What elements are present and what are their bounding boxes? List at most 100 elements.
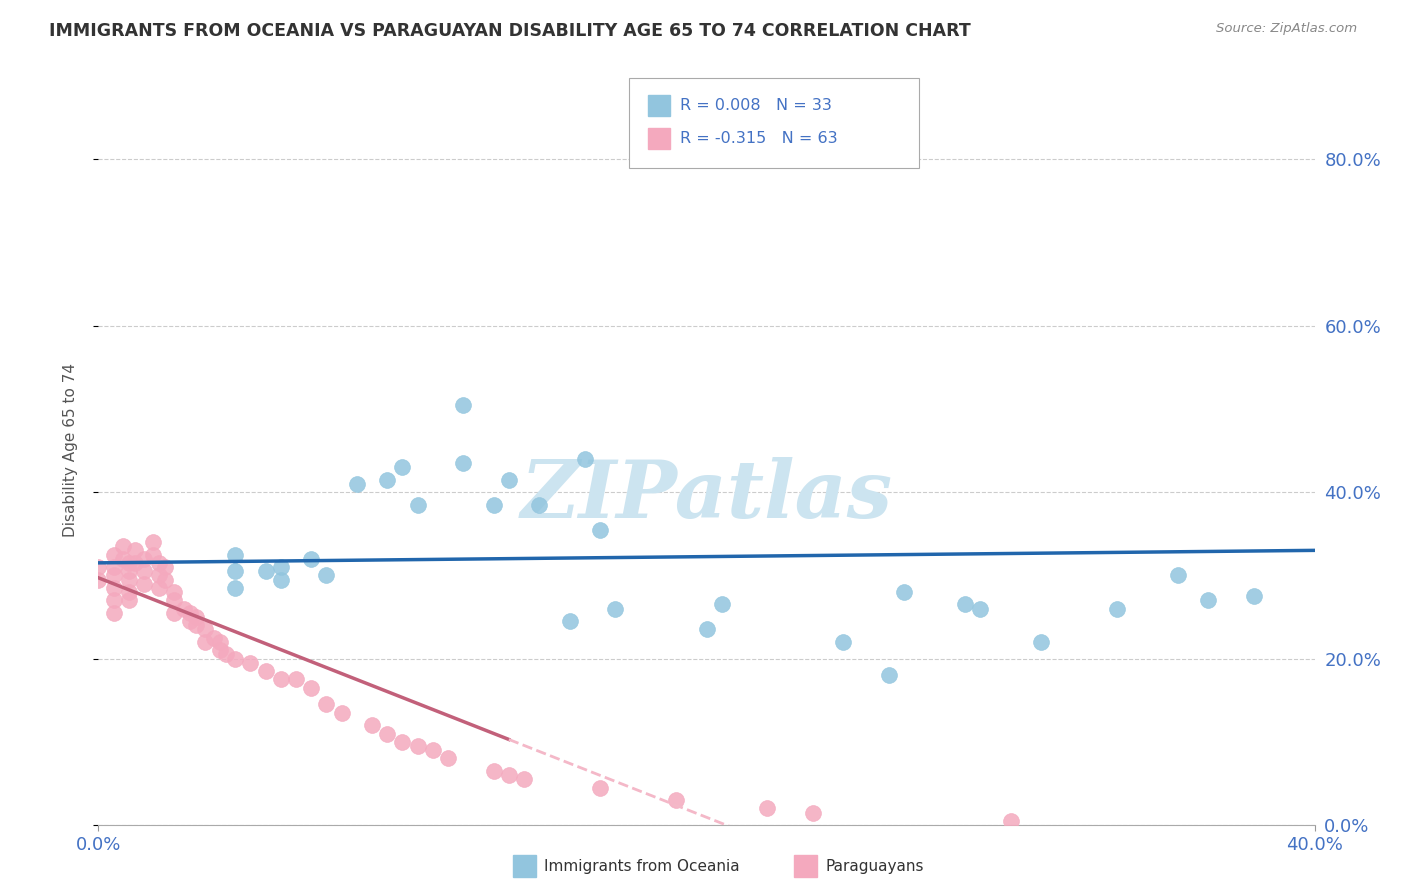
Point (209, 635, 232, 649)
Point (832, 635, 855, 649)
Point (124, 543, 146, 558)
Text: R = -0.315   N = 63: R = -0.315 N = 63 (681, 131, 838, 145)
Point (589, 780, 612, 795)
Point (285, 673, 308, 687)
Point (1105, 601, 1128, 615)
Point (132, 576, 155, 591)
Point (437, 751, 460, 765)
Point (498, 768, 520, 782)
Point (346, 476, 368, 491)
Point (224, 548, 246, 562)
Point (482, 764, 505, 778)
Point (558, 614, 581, 628)
Point (270, 673, 292, 687)
Point (513, 772, 536, 787)
Point (103, 593, 125, 607)
Point (406, 498, 429, 512)
Point (179, 606, 201, 620)
Point (148, 556, 170, 570)
Point (375, 473, 398, 487)
Point (148, 568, 170, 582)
Point (270, 560, 292, 574)
Point (142, 548, 165, 562)
Point (756, 801, 779, 815)
Point (163, 606, 186, 620)
Point (422, 743, 444, 757)
Text: IMMIGRANTS FROM OCEANIA VS PARAGUAYAN DISABILITY AGE 65 TO 74 CORRELATION CHART: IMMIGRANTS FROM OCEANIA VS PARAGUAYAN DI… (49, 22, 972, 40)
Point (87, 573, 110, 587)
Text: Immigrants from Oceania: Immigrants from Oceania (544, 859, 740, 873)
Point (184, 618, 207, 632)
Point (453, 398, 475, 412)
Point (202, 631, 225, 645)
Point (330, 706, 353, 720)
Point (1000, 814, 1022, 828)
Point (194, 635, 217, 649)
Text: R = 0.008   N = 33: R = 0.008 N = 33 (681, 98, 832, 112)
Point (239, 656, 262, 670)
Point (173, 601, 195, 615)
Point (103, 581, 125, 595)
Point (148, 581, 170, 595)
Point (163, 585, 186, 599)
Y-axis label: Disability Age 65 to 74: Disability Age 65 to 74 (63, 363, 77, 538)
Point (801, 805, 824, 820)
Point (1243, 589, 1265, 603)
Point (710, 598, 733, 612)
Point (179, 614, 201, 628)
Point (315, 568, 337, 582)
Point (299, 681, 322, 695)
Point (391, 735, 413, 749)
Point (224, 564, 246, 578)
Point (254, 664, 277, 678)
Point (155, 560, 177, 574)
Point (155, 573, 177, 587)
Point (482, 498, 505, 512)
Point (605, 601, 627, 615)
Point (103, 568, 125, 582)
Point (103, 560, 125, 574)
Point (696, 623, 718, 637)
Point (665, 793, 688, 807)
Point (118, 556, 141, 570)
Point (498, 473, 520, 487)
Point (254, 564, 277, 578)
Point (877, 668, 900, 682)
Point (163, 593, 186, 607)
Point (209, 643, 232, 657)
Point (1167, 568, 1189, 582)
Point (299, 551, 322, 566)
Point (315, 698, 337, 712)
Point (406, 739, 429, 753)
Text: Paraguayans: Paraguayans (825, 859, 924, 873)
Point (124, 556, 146, 570)
Point (361, 718, 384, 732)
Point (270, 573, 292, 587)
Point (224, 651, 246, 665)
Point (589, 523, 612, 537)
Point (194, 623, 217, 637)
Point (953, 598, 976, 612)
Point (391, 460, 413, 475)
Point (132, 564, 155, 578)
Point (1029, 635, 1052, 649)
Point (111, 539, 134, 553)
Point (1197, 593, 1219, 607)
Point (574, 451, 596, 466)
Point (118, 593, 141, 607)
Point (184, 610, 207, 624)
Point (893, 585, 915, 599)
Point (215, 648, 238, 662)
Point (969, 601, 991, 615)
Point (375, 726, 398, 740)
Point (224, 581, 246, 595)
Point (132, 551, 155, 566)
Point (142, 535, 165, 549)
Point (103, 606, 125, 620)
Text: Source: ZipAtlas.com: Source: ZipAtlas.com (1216, 22, 1357, 36)
Point (103, 548, 125, 562)
Point (118, 585, 141, 599)
Point (118, 573, 141, 587)
Point (87, 560, 110, 574)
Point (118, 564, 141, 578)
